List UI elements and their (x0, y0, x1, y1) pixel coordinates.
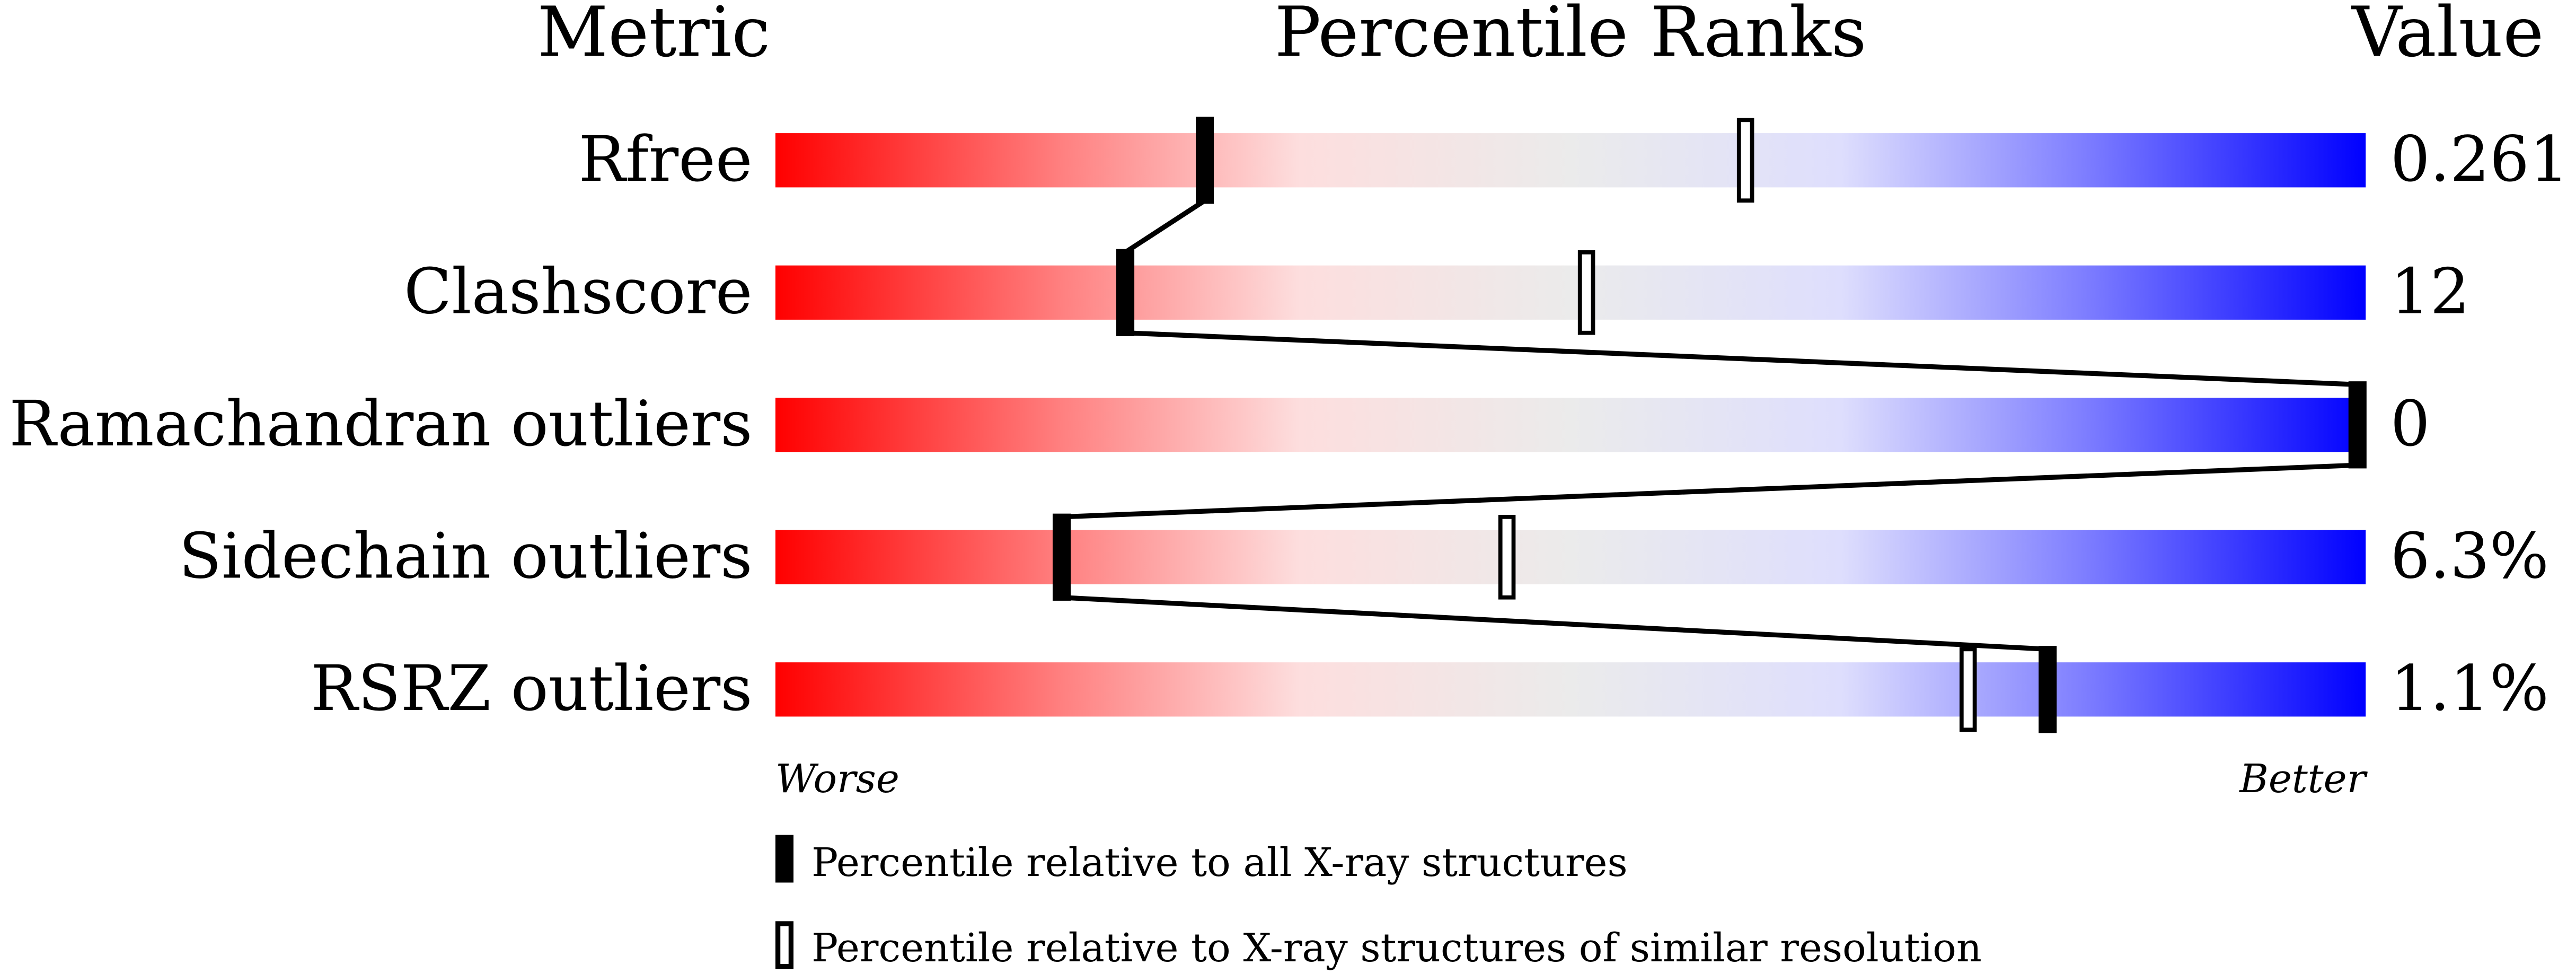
metric-row: RSRZ outliers 1.1% (311, 646, 2549, 733)
metric-label: Rfree (579, 123, 753, 196)
metric-row: Sidechain outliers 6.3% (179, 513, 2549, 601)
metric-label: Ramachandran outliers (9, 388, 752, 460)
similar-resolution-marker (1736, 118, 1754, 203)
similar-resolution-marker (1498, 514, 1516, 600)
legend-hollow-marker (775, 921, 794, 969)
legend-filled-marker (775, 835, 794, 883)
all-structures-marker (2039, 646, 2057, 733)
metric-row: Rfree 0.261 (579, 117, 2569, 204)
metric-value: 0.261 (2390, 123, 2569, 196)
all-structures-marker (1195, 117, 1214, 204)
header-value: Value (2351, 0, 2544, 72)
metric-value: 6.3% (2390, 520, 2549, 593)
percentile-bar (775, 398, 2366, 452)
metric-row: Ramachandran outliers 0 (9, 381, 2430, 469)
similar-resolution-marker (1959, 647, 1977, 732)
metric-label: Sidechain outliers (179, 520, 752, 593)
percentile-bar (775, 530, 2366, 584)
all-structures-marker (1116, 249, 1135, 336)
metric-value: 0 (2390, 388, 2430, 460)
metric-row: Clashscore 12 (404, 249, 2470, 336)
header-metric: Metric (537, 0, 770, 72)
connector-line (1061, 462, 2358, 520)
metric-label: Clashscore (404, 256, 753, 328)
percentile-bar (775, 133, 2366, 188)
similar-resolution-marker (1577, 250, 1595, 335)
connector-line (1125, 330, 2358, 387)
axis-label-worse: Worse (775, 756, 899, 802)
header-percentile-ranks: Percentile Ranks (1275, 0, 1867, 72)
metric-value: 1.1% (2390, 652, 2549, 725)
percentile-bar (775, 662, 2366, 717)
connector-line (1061, 595, 2048, 652)
percentile-bar (775, 265, 2366, 320)
connector-line (1124, 198, 1206, 255)
metric-value: 12 (2390, 256, 2470, 328)
all-structures-marker (1052, 513, 1071, 601)
metric-label: RSRZ outliers (311, 652, 752, 725)
legend-label-all: Percentile relative to all X-ray structu… (811, 839, 1628, 886)
axis-label-better: Better (2238, 756, 2368, 802)
all-structures-marker (2348, 381, 2367, 469)
legend-label-similar: Percentile relative to X-ray structures … (811, 925, 1982, 971)
